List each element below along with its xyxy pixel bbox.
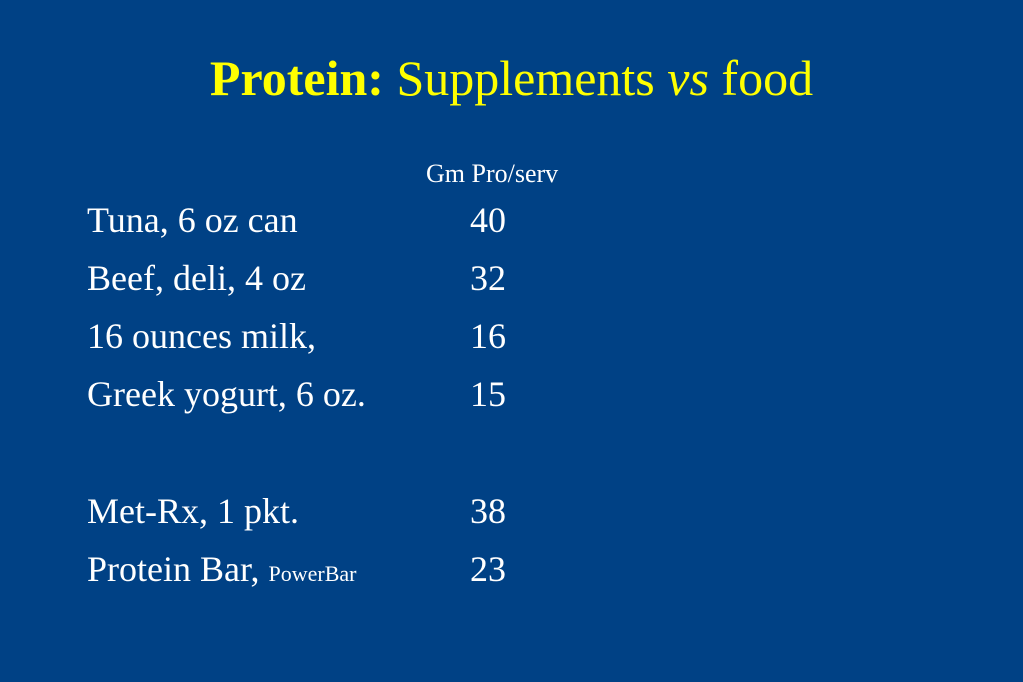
- protein-value: 16: [470, 316, 506, 356]
- table-row: Greek yogurt, 6 oz. 15: [0, 374, 1023, 414]
- column-header: Gm Pro/serv: [426, 159, 559, 188]
- food-name: Beef, deli, 4 oz: [87, 258, 306, 298]
- title-part-1: Supplements: [396, 50, 655, 106]
- supplement-name: Met-Rx, 1 pkt.: [87, 491, 299, 536]
- protein-value: 23: [470, 549, 506, 589]
- table-row: Beef, deli, 4 oz 32: [0, 258, 1023, 298]
- table-row: Tuna, 6 oz can 40: [0, 200, 1023, 240]
- supplement-label: Met-Rx, 1 pkt.: [87, 491, 299, 531]
- slide-title: Protein: Supplements vs food: [0, 46, 1023, 110]
- food-name: Greek yogurt, 6 oz.: [87, 374, 366, 414]
- protein-value: 40: [470, 200, 506, 240]
- protein-value: 15: [470, 374, 506, 414]
- food-name: Tuna, 6 oz can: [87, 200, 298, 240]
- food-name: 16 ounces milk,: [87, 316, 316, 356]
- protein-value: 38: [470, 491, 506, 531]
- title-part-2: food: [721, 50, 814, 106]
- table-row: Protein Bar, PowerBar 23: [0, 549, 1023, 589]
- title-italic-part: vs: [667, 50, 709, 106]
- supplement-name: Protein Bar, PowerBar: [87, 549, 357, 594]
- protein-value: 32: [470, 258, 506, 298]
- supplement-label: Protein Bar,: [87, 549, 269, 589]
- title-bold-part: Protein:: [209, 50, 384, 106]
- table-row: Met-Rx, 1 pkt. 38: [0, 491, 1023, 531]
- supplement-brand: PowerBar: [268, 561, 357, 586]
- table-row: 16 ounces milk, 16: [0, 316, 1023, 356]
